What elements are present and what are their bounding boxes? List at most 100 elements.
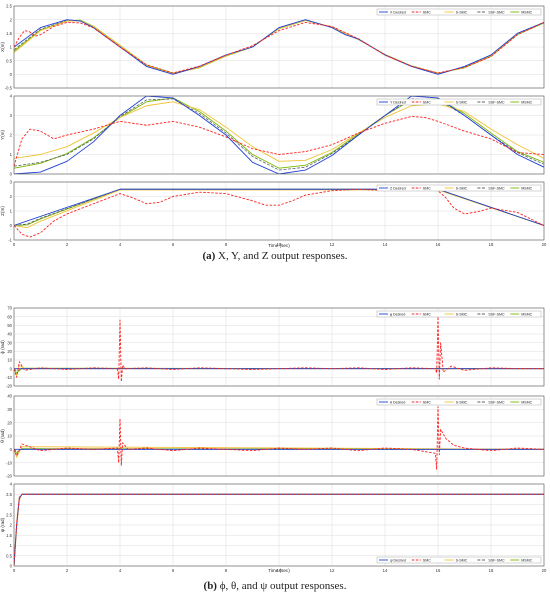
y-tick-label: 0 [10, 172, 13, 177]
x-tick-label: 18 [489, 568, 494, 573]
legend-label-desired: Y Desired [390, 100, 406, 104]
series-line-s_smc [14, 189, 544, 229]
legend-label-msmc: MSMC [521, 558, 532, 562]
caption-b: (b) ϕ, θ, and ψ output responses. [0, 580, 550, 592]
y-tick-label: 40 [7, 332, 12, 337]
x-tick-label: 14 [383, 242, 388, 247]
y-tick-label: 0 [10, 564, 13, 569]
legend-label-s_smc: S-SMC [456, 10, 468, 14]
legend-label-s_smc: S-SMC [456, 558, 468, 562]
y-tick-label: 40 [7, 394, 12, 399]
x-tick-label: 2 [66, 568, 69, 573]
x-tick-label: 12 [330, 242, 335, 247]
legend-label-msmc: MSMC [521, 400, 532, 404]
y-tick-label: 0.5 [6, 553, 12, 558]
legend-box [376, 310, 542, 318]
y-tick-label: 2 [10, 133, 13, 138]
legend: Z Desired SMC S-SMC SSF-SMC MSMC [376, 184, 542, 192]
y-tick-label: 0 [10, 366, 13, 371]
y-tick-label: 0 [10, 447, 13, 452]
x-tick-label: 0 [13, 242, 16, 247]
legend-box [376, 8, 542, 16]
y-axis-label: Z(m) [0, 206, 5, 216]
legend-label-smc: SMC [423, 186, 431, 190]
y-axis-label: ψ (rad) [0, 517, 5, 532]
y-axis-label: θ (rad) [0, 429, 5, 443]
x-tick-label: 10 [277, 568, 282, 573]
legend-label-msmc: MSMC [521, 100, 532, 104]
legend-label-s_smc: S-SMC [456, 100, 468, 104]
legend: ψ Desired SMC S-SMC SSF-SMC MSMC [376, 556, 542, 564]
caption-a: (a) X, Y, and Z output responses. [0, 250, 550, 262]
y-tick-label: 20 [7, 420, 12, 425]
y-tick-label: 0.5 [6, 58, 12, 63]
y-axis-label: Y(m) [0, 130, 5, 140]
caption-b-label: (b) [203, 580, 217, 592]
caption-b-text: ϕ, θ, and ψ output responses. [219, 580, 347, 592]
legend-label-ssf_smc: SSF-SMC [488, 400, 505, 404]
legend-label-ssf_smc: SSF-SMC [488, 558, 505, 562]
legend-label-ssf_smc: SSF-SMC [488, 10, 505, 14]
y-tick-label: -20 [6, 384, 13, 389]
y-tick-label: 2 [10, 523, 13, 528]
x-tick-label: 20 [542, 242, 547, 247]
legend-label-desired: X Desired [390, 10, 406, 14]
legend: θ Desired SMC S-SMC SSF-SMC MSMC [376, 398, 542, 406]
series-line-smc [14, 21, 544, 74]
legend-label-msmc: MSMC [521, 10, 532, 14]
legend-label-smc: SMC [423, 312, 431, 316]
y-axis-label: X(m) [0, 42, 5, 52]
series-line-desired [14, 188, 544, 226]
y-tick-label: 3 [10, 113, 13, 118]
legend-box [376, 184, 542, 192]
x-tick-label: 16 [436, 568, 441, 573]
plot-frame [13, 307, 545, 387]
x-axis-label: Time (sec) [268, 568, 290, 573]
plot-frame [13, 483, 545, 567]
caption-a-text: X, Y, and Z output responses. [218, 250, 348, 262]
y-tick-label: 1 [10, 152, 13, 157]
series-line-smc [14, 116, 544, 167]
x-tick-label: 2 [66, 242, 69, 247]
y-tick-label: 1 [10, 543, 13, 548]
legend-label-smc: SMC [423, 100, 431, 104]
legend-label-ssf_smc: SSF-SMC [488, 100, 505, 104]
x-tick-label: 8 [225, 568, 228, 573]
y-tick-label: 3 [10, 180, 13, 185]
y-tick-label: 3.5 [6, 492, 12, 497]
y-tick-label: 30 [7, 407, 12, 412]
y-tick-label: 20 [7, 349, 12, 354]
legend-label-desired: ϕ Desired [390, 312, 405, 316]
y-tick-label: 2.5 [6, 512, 12, 517]
legend-label-s_smc: S-SMC [456, 312, 468, 316]
x-axis-label: Time (sec) [268, 243, 290, 248]
legend: X Desired SMC S-SMC SSF-SMC MSMC [376, 8, 542, 16]
y-tick-label: 1.5 [6, 31, 12, 36]
legend-label-desired: θ Desired [390, 400, 405, 404]
legend-label-ssf_smc: SSF-SMC [488, 312, 505, 316]
y-tick-label: 50 [7, 323, 12, 328]
legend-box [376, 556, 542, 564]
x-tick-label: 14 [383, 568, 388, 573]
legend: ϕ Desired SMC S-SMC SSF-SMC MSMC [376, 310, 542, 318]
y-axis-label: ϕ (rad) [0, 340, 5, 354]
legend-label-s_smc: S-SMC [456, 186, 468, 190]
series-line-smc [14, 188, 544, 238]
series-line-smc [14, 493, 544, 566]
y-tick-label: 4 [10, 482, 13, 487]
y-tick-label: -20 [6, 474, 13, 479]
chart-panel-4: -20 -10 0 10 20 30 40 θ (rad) θ Desired SMC S-SMC S… [0, 394, 545, 479]
series-line-desired [14, 493, 544, 566]
legend-label-msmc: MSMC [521, 312, 532, 316]
y-tick-label: 4 [10, 94, 13, 99]
y-tick-label: 30 [7, 340, 12, 345]
y-tick-label: -10 [6, 375, 13, 380]
y-tick-label: -1 [8, 238, 12, 243]
plot-frame [13, 181, 545, 241]
chart-panel-0: -0.5 0 0.5 1 1.5 2 2.5 X(m) X Desired SMC S-SMC SSF… [0, 4, 545, 91]
y-tick-label: 3 [10, 502, 13, 507]
y-tick-label: 70 [7, 306, 12, 311]
series-line-s_smc [14, 101, 544, 162]
y-tick-label: 2 [10, 194, 13, 199]
